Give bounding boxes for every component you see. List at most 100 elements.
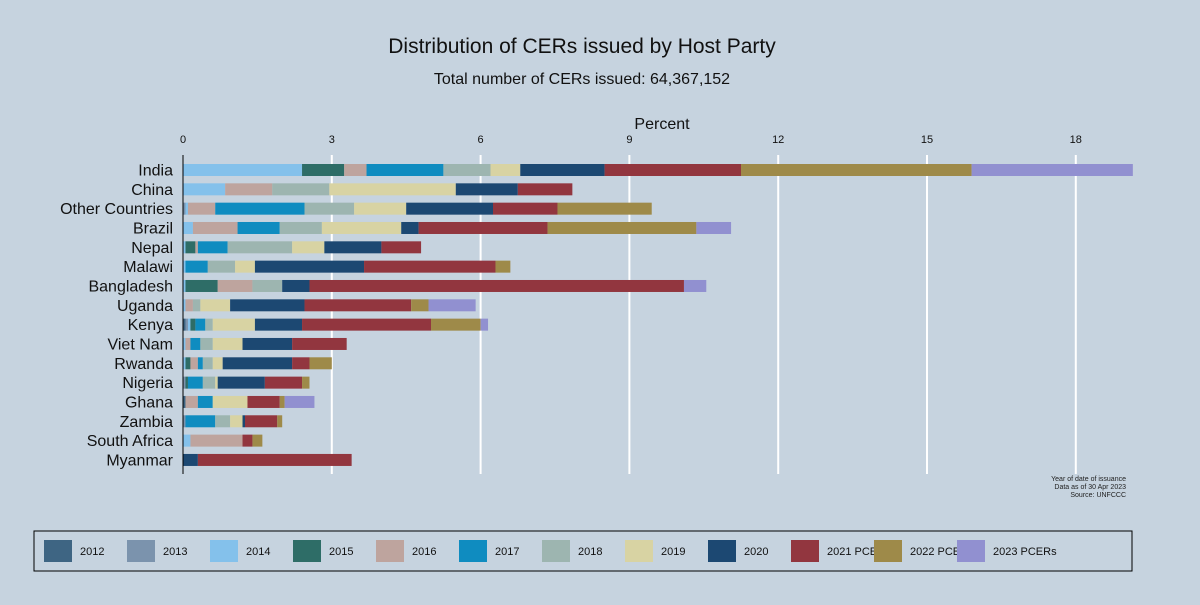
bar-segment xyxy=(493,202,558,215)
y-category-labels: India China Other Countries Brazil Nepal Mala… xyxy=(60,163,174,470)
bar-segment xyxy=(364,260,496,273)
bar-segment xyxy=(183,241,186,254)
bar-segment xyxy=(185,202,188,215)
bar-segment xyxy=(282,279,310,292)
chart-subtitle: Total number of CERs issued: 64,367,152 xyxy=(434,71,730,88)
bar-segment xyxy=(247,395,280,408)
bar-segment xyxy=(547,221,697,234)
bar-segment xyxy=(183,453,198,466)
bar-segment xyxy=(187,376,203,389)
bar-segment xyxy=(428,299,476,312)
bar-segment xyxy=(279,221,322,234)
bar-segment xyxy=(252,279,283,292)
x-tick-label: 0 xyxy=(180,134,186,146)
bar-segment xyxy=(215,415,231,428)
bar-segment xyxy=(212,357,223,370)
y-category-label: Uganda xyxy=(117,298,173,315)
bar-segment xyxy=(354,202,407,215)
bar-segment xyxy=(183,337,186,350)
bar-segment xyxy=(183,279,186,292)
bar-segment xyxy=(185,337,191,350)
legend-label: 2020 xyxy=(744,546,768,558)
bar-segment xyxy=(185,241,196,254)
bar-segment xyxy=(187,202,216,215)
y-category-label: China xyxy=(131,182,173,199)
note-line: Year of date of issuance xyxy=(1051,476,1126,483)
legend-swatch xyxy=(376,540,404,562)
bar-segment xyxy=(490,164,521,176)
bar-segment xyxy=(683,279,707,292)
bar-segment xyxy=(192,221,238,234)
bar-segment xyxy=(279,395,285,408)
bar-segment xyxy=(604,164,741,176)
bar-segment xyxy=(195,318,206,331)
y-category-label: Malawi xyxy=(123,259,173,276)
bar-segment xyxy=(202,357,213,370)
legend-swatch xyxy=(127,540,155,562)
legend-swatch xyxy=(44,540,72,562)
bar-segment xyxy=(254,260,365,273)
bar-segment xyxy=(264,376,303,389)
bar-segment xyxy=(190,434,243,447)
bar-segment xyxy=(329,183,456,196)
x-tick-label: 12 xyxy=(772,134,784,146)
bar-segment xyxy=(202,376,216,389)
bar-segment xyxy=(200,337,213,350)
bar-segment xyxy=(183,221,193,234)
note-line: Source: UNFCCC xyxy=(1070,492,1126,499)
bar-segment xyxy=(200,299,231,312)
legend: 2012 2013 2014 2015 2016 2017 2018 2019 2020 2021… xyxy=(44,540,1057,562)
bar-segment xyxy=(242,337,293,350)
legend-label: 2014 xyxy=(246,546,270,558)
bar-segment xyxy=(495,260,511,273)
bar-segment xyxy=(227,241,293,254)
chart-title: Distribution of CERs issued by Host Part… xyxy=(388,35,776,58)
bar-segment xyxy=(185,318,188,331)
bar-segment xyxy=(431,318,481,331)
bar-segment xyxy=(411,299,429,312)
legend-swatch xyxy=(459,540,487,562)
bar-segment xyxy=(183,415,186,428)
bar-segment xyxy=(230,415,243,428)
bar-segment xyxy=(190,357,198,370)
legend-box xyxy=(33,530,1133,572)
x-tick-label: 6 xyxy=(478,134,484,146)
bar-segment xyxy=(215,202,305,215)
bar-segment xyxy=(185,279,218,292)
bar-segment xyxy=(215,376,218,389)
bar-segment xyxy=(245,415,278,428)
bar-segment xyxy=(455,183,518,196)
note-line: Data as of 30 Apr 2023 xyxy=(1054,484,1126,491)
bar-segment xyxy=(344,164,367,176)
bar-segment xyxy=(197,357,203,370)
bar-segment xyxy=(217,279,253,292)
bar-segment xyxy=(183,318,186,331)
bar-segment xyxy=(207,260,236,273)
x-tick-label: 18 xyxy=(1070,134,1082,146)
legend-label: 2023 PCERs xyxy=(993,546,1057,558)
bar-segment xyxy=(212,318,255,331)
bar-segment xyxy=(272,183,330,196)
bar-segment xyxy=(185,415,216,428)
bar-segment xyxy=(696,221,732,234)
x-tick-labels: 0 3 6 9 12 15 18 xyxy=(180,134,1082,146)
bar-segment xyxy=(242,415,245,428)
bar-segment xyxy=(284,395,315,408)
bar-segment xyxy=(443,164,491,176)
bar-segment xyxy=(183,164,303,176)
legend-label: 2016 xyxy=(412,546,436,558)
bar-segment xyxy=(292,337,347,350)
bar-segment xyxy=(197,395,213,408)
bar-segment xyxy=(242,434,253,447)
bar-segment xyxy=(557,202,652,215)
y-category-label: Other Countries xyxy=(60,201,173,218)
y-category-label: Zambia xyxy=(120,414,173,431)
y-category-label: Kenya xyxy=(128,317,173,334)
bar-segment xyxy=(183,202,186,215)
bar-segment xyxy=(212,395,248,408)
bar-segment xyxy=(187,318,191,331)
legend-label: 2017 xyxy=(495,546,519,558)
bar-segment xyxy=(517,183,573,196)
